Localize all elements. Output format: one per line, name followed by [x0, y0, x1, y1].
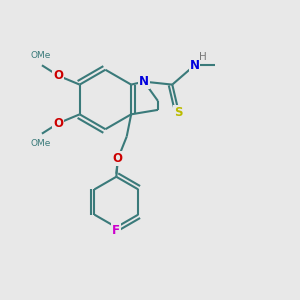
Text: S: S — [174, 106, 182, 119]
Text: N: N — [139, 75, 149, 88]
Text: O: O — [53, 69, 63, 82]
Text: O: O — [113, 152, 123, 165]
Text: O: O — [53, 117, 63, 130]
Text: F: F — [112, 224, 120, 237]
Text: OMe: OMe — [30, 139, 51, 148]
Text: N: N — [190, 59, 200, 72]
Text: OMe: OMe — [30, 51, 51, 60]
Text: H: H — [199, 52, 207, 62]
